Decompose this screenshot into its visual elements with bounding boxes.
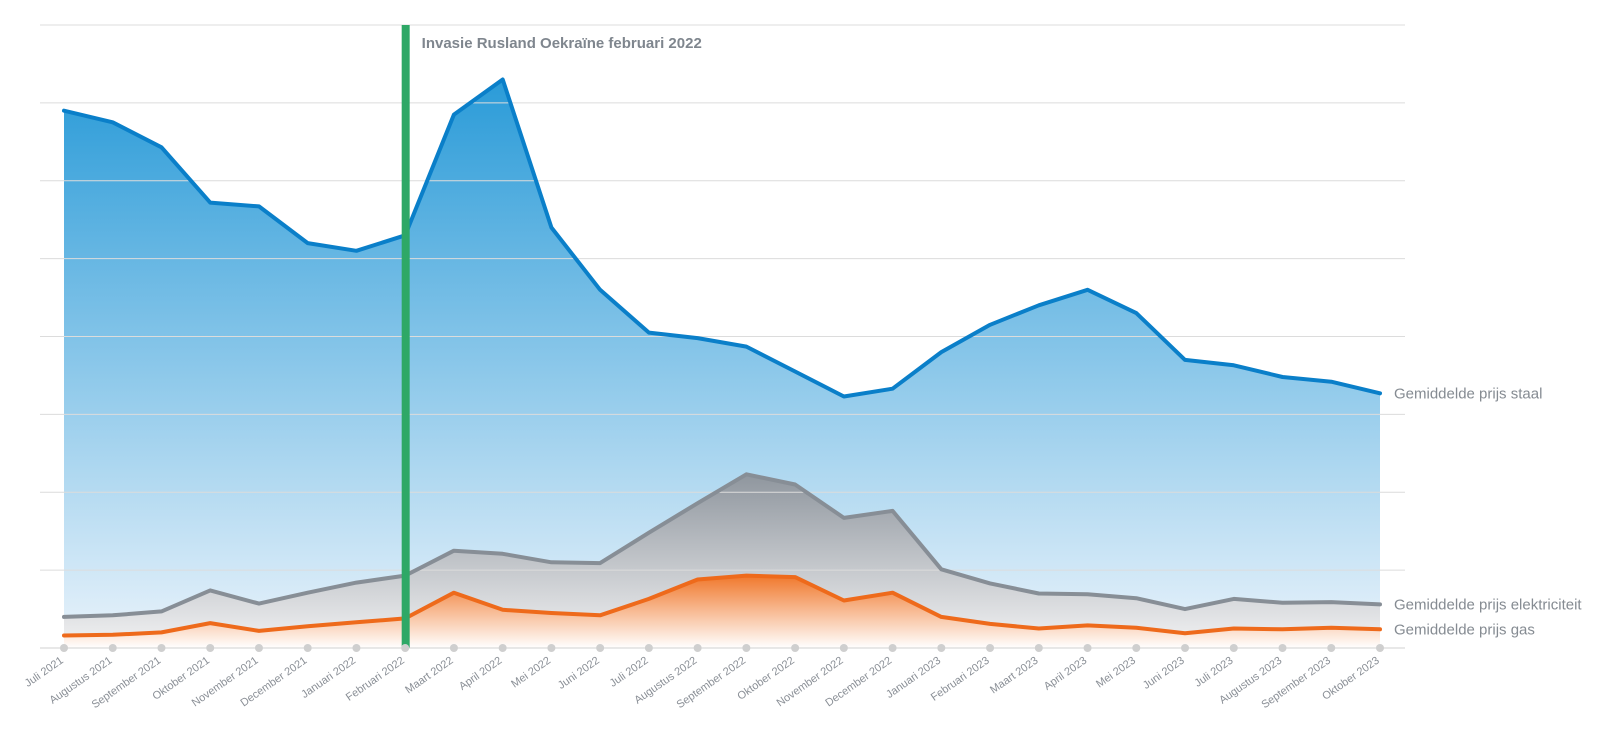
x-tick-label: Juni 2023 — [1141, 655, 1187, 692]
x-tick-label: Mei 2023 — [1094, 655, 1138, 691]
series-area-2 — [64, 575, 1380, 648]
x-tick-dot — [206, 644, 215, 652]
x-tick-dot — [157, 644, 166, 652]
x-tick-label: Juni 2022 — [556, 655, 602, 692]
x-tick-label: Mei 2022 — [509, 655, 553, 691]
x-tick-dot — [60, 644, 68, 652]
series-line-0 — [62, 77, 1382, 399]
x-tick-dot — [303, 644, 312, 652]
x-tick-dot — [596, 644, 605, 652]
x-tick-dot — [449, 644, 458, 652]
series-areas — [64, 79, 1380, 648]
x-tick-label: Juli 2022 — [608, 655, 651, 690]
x-tick-dot — [1083, 644, 1092, 652]
series-line-1 — [62, 472, 1382, 619]
x-tick-dot — [352, 644, 361, 652]
annotation: Invasie Rusland Oekraïne februari 2022 — [401, 25, 702, 648]
x-tick-dot — [888, 644, 897, 652]
series-label-1: Gemiddelde prijs elektriciteit — [1394, 596, 1582, 613]
series-area-0 — [64, 79, 1380, 648]
series-label-2: Gemiddelde prijs gas — [1394, 621, 1535, 638]
x-tick-dot — [693, 644, 702, 652]
x-tick-dot — [742, 644, 751, 652]
x-tick-label: Maart 2022 — [403, 655, 455, 697]
x-tick-label: Juli 2023 — [1193, 655, 1236, 690]
x-tick-dot — [839, 644, 848, 652]
x-tick-dot — [986, 644, 995, 652]
x-tick-dot — [937, 644, 946, 652]
x-tick-label: April 2023 — [1042, 655, 1089, 693]
x-tick-dot — [1181, 644, 1190, 652]
invasion-annotation-label: Invasie Rusland Oekraïne februari 2022 — [422, 35, 702, 52]
x-tick-dot — [1376, 644, 1384, 652]
x-tick-label: April 2022 — [457, 655, 504, 693]
x-tick-dot — [547, 644, 556, 652]
x-tick-label: Maart 2023 — [988, 655, 1040, 697]
x-tick-dot — [1132, 644, 1141, 652]
x-tick-dot — [644, 644, 653, 652]
x-tick-dot — [498, 644, 507, 652]
x-tick-dot — [108, 644, 117, 652]
series-area-1 — [64, 474, 1380, 648]
x-tick-dot — [1229, 644, 1238, 652]
x-tick-dot — [254, 644, 263, 652]
series-end-labels: Gemiddelde prijs staal Gemiddelde prijs e… — [1394, 385, 1582, 638]
series-line-2 — [62, 573, 1382, 638]
series-label-0: Gemiddelde prijs staal — [1394, 385, 1542, 402]
x-tick-dot — [1327, 644, 1336, 652]
x-tick-label: Juli 2021 — [23, 655, 66, 690]
x-tick-dot — [1034, 644, 1043, 652]
x-tick-dot — [791, 644, 800, 652]
series-lines — [62, 77, 1382, 638]
x-tick-dot — [1278, 644, 1287, 652]
x-tick-dot — [401, 644, 410, 652]
